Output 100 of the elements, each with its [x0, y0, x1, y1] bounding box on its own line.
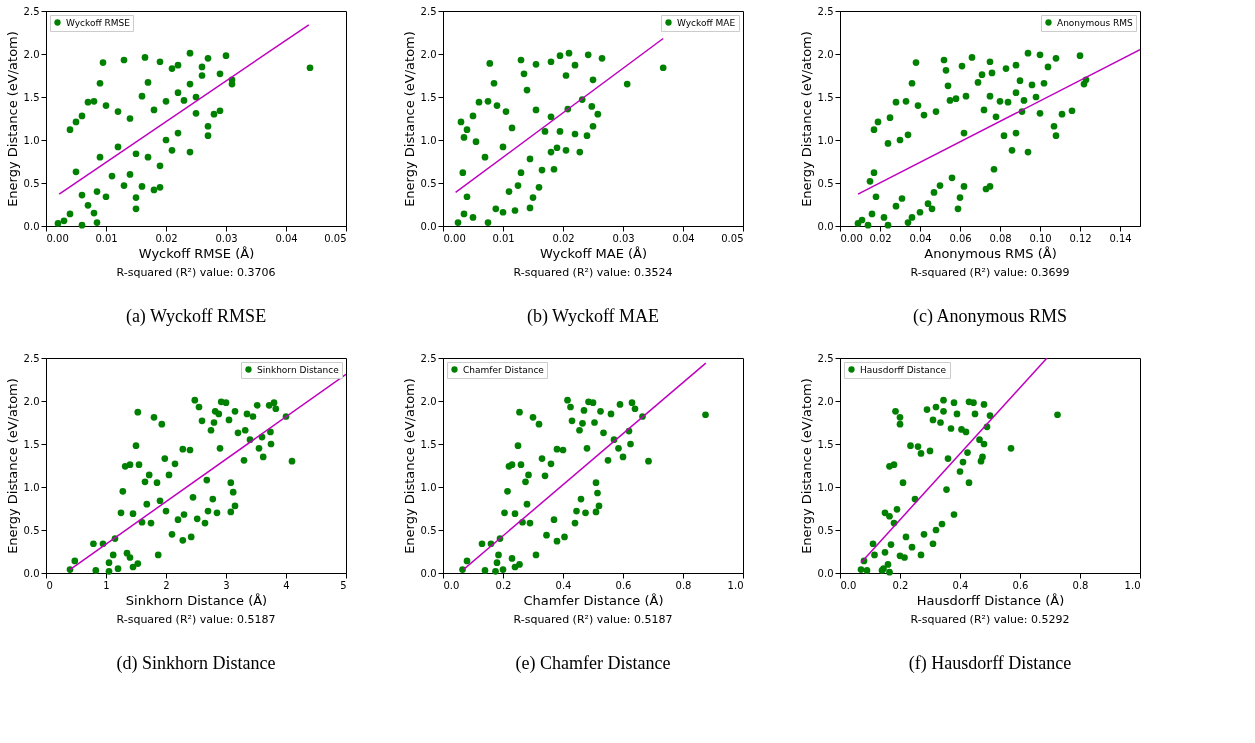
y-tick-label: 0.5	[420, 177, 437, 189]
x-tick-label: 0.01	[95, 232, 118, 244]
x-tick-label: 1	[103, 579, 110, 591]
legend-label: Sinkhorn Distance	[257, 364, 340, 375]
y-tick-label: 0.5	[420, 524, 437, 536]
x-tick-label: 5	[340, 579, 347, 591]
x-axis-title: Anonymous RMS (Å)	[924, 245, 1057, 261]
x-axis-title: Hausdorff Distance (Å)	[916, 592, 1065, 608]
y-tick-label: 0.0	[817, 567, 834, 579]
x-axis-title: Sinkhorn Distance (Å)	[125, 592, 268, 608]
y-tick-label: 2.5	[420, 352, 437, 364]
y-tick-label: 2.5	[817, 352, 834, 364]
y-axis-title: Energy Distance (eV/atom)	[401, 31, 417, 207]
x-tick-label: 0.01	[492, 232, 515, 244]
x-tick-label: 0.4	[555, 579, 572, 591]
y-tick-label: 2.0	[23, 48, 40, 60]
y-tick-label: 2.5	[23, 5, 40, 17]
y-tick-label: 2.5	[817, 5, 834, 17]
text: (e) Chamfer Distance	[515, 653, 671, 674]
legend-label: Wyckoff MAE	[677, 17, 736, 28]
y-tick-label: 0.0	[23, 567, 40, 579]
y-axis-title: Energy Distance (eV/atom)	[798, 378, 814, 554]
x-tick-label: 0.00	[840, 232, 863, 244]
y-tick-label: 1.5	[817, 91, 834, 103]
y-axis-title: Energy Distance (eV/atom)	[4, 31, 20, 207]
x-tick-label: 0.08	[989, 232, 1012, 244]
x-axis-title: Wyckoff MAE (Å)	[539, 245, 648, 261]
x-tick-label: 0.05	[324, 232, 347, 244]
text: R-squared (R²) value: 0.5292	[910, 613, 1070, 626]
text: R-squared (R²) value: 0.3706	[116, 266, 276, 279]
y-tick-label: 1.0	[420, 481, 437, 493]
y-axis-title: Energy Distance (eV/atom)	[4, 378, 20, 554]
x-tick-label: 4	[283, 579, 290, 591]
text: (d) Sinkhorn Distance	[116, 653, 276, 674]
y-tick-label: 1.5	[23, 91, 40, 103]
y-tick-label: 0.0	[817, 220, 834, 232]
text: (f) Hausdorff Distance	[908, 653, 1072, 674]
y-tick-label: 0.0	[420, 567, 437, 579]
y-tick-label: 0.5	[817, 524, 834, 536]
y-tick-label: 1.0	[23, 481, 40, 493]
x-axis-title: Wyckoff RMSE (Å)	[138, 245, 255, 261]
x-tick-label: 3	[223, 579, 230, 591]
y-tick-label: 2.0	[23, 395, 40, 407]
y-tick-label: 1.0	[817, 481, 834, 493]
x-tick-label: 0.8	[675, 579, 692, 591]
text: R-squared (R²) value: 0.3699	[910, 266, 1070, 279]
x-tick-label: 0.2	[495, 579, 512, 591]
x-tick-label: 1.0	[1124, 579, 1141, 591]
x-tick-label: 0.6	[1012, 579, 1029, 591]
x-tick-label: 0.14	[1109, 232, 1132, 244]
x-tick-label: 0.04	[672, 232, 695, 244]
text: R-squared (R²) value: 0.5187	[513, 613, 673, 626]
x-tick-label: 0.02	[155, 232, 178, 244]
x-tick-label: 0.05	[721, 232, 744, 244]
x-axis-title: Chamfer Distance (Å)	[523, 592, 664, 608]
y-tick-label: 1.0	[420, 134, 437, 146]
y-tick-label: 1.5	[23, 438, 40, 450]
y-axis-title: Energy Distance (eV/atom)	[798, 31, 814, 207]
x-tick-label: 0.4	[952, 579, 969, 591]
legend-label: Anonymous RMS	[1057, 17, 1133, 28]
x-tick-label: 0.2	[892, 579, 909, 591]
y-tick-label: 2.5	[23, 352, 40, 364]
legend-label: Wyckoff RMSE	[66, 17, 131, 28]
y-tick-label: 1.5	[817, 438, 834, 450]
x-tick-label: 0.03	[215, 232, 238, 244]
y-tick-label: 0.5	[817, 177, 834, 189]
y-axis-title: Energy Distance (eV/atom)	[401, 378, 417, 554]
y-tick-label: 1.0	[23, 134, 40, 146]
x-tick-label: 0.00	[46, 232, 69, 244]
x-tick-label: 0.04	[275, 232, 298, 244]
x-tick-label: 0.10	[1029, 232, 1052, 244]
x-tick-label: 0.0	[840, 579, 857, 591]
legend-label: Hausdorff Distance	[860, 364, 947, 375]
x-tick-label: 0.04	[909, 232, 932, 244]
x-tick-label: 0.03	[612, 232, 635, 244]
y-tick-label: 0.0	[420, 220, 437, 232]
y-tick-label: 1.5	[420, 91, 437, 103]
x-tick-label: 0.6	[615, 579, 632, 591]
x-tick-label: 0	[46, 579, 53, 591]
text: (c) Anonymous RMS	[912, 306, 1068, 327]
y-tick-label: 0.0	[23, 220, 40, 232]
x-tick-label: 0.8	[1072, 579, 1089, 591]
y-tick-label: 2.0	[420, 395, 437, 407]
y-tick-label: 1.0	[817, 134, 834, 146]
text: (a) Wyckoff RMSE	[125, 306, 267, 327]
x-tick-label: 0.0	[443, 579, 460, 591]
x-tick-label: 0.00	[443, 232, 466, 244]
x-tick-label: 2	[163, 579, 170, 591]
y-tick-label: 2.0	[817, 48, 834, 60]
text: (b) Wyckoff MAE	[526, 306, 660, 327]
y-tick-label: 0.5	[23, 524, 40, 536]
x-tick-label: 0.12	[1069, 232, 1092, 244]
y-tick-label: 2.0	[817, 395, 834, 407]
text: R-squared (R²) value: 0.3524	[513, 266, 673, 279]
x-tick-label: 0.06	[949, 232, 972, 244]
x-tick-label: 0.02	[869, 232, 892, 244]
y-tick-label: 0.5	[23, 177, 40, 189]
x-tick-label: 0.02	[552, 232, 575, 244]
y-tick-label: 2.0	[420, 48, 437, 60]
y-tick-label: 2.5	[420, 5, 437, 17]
